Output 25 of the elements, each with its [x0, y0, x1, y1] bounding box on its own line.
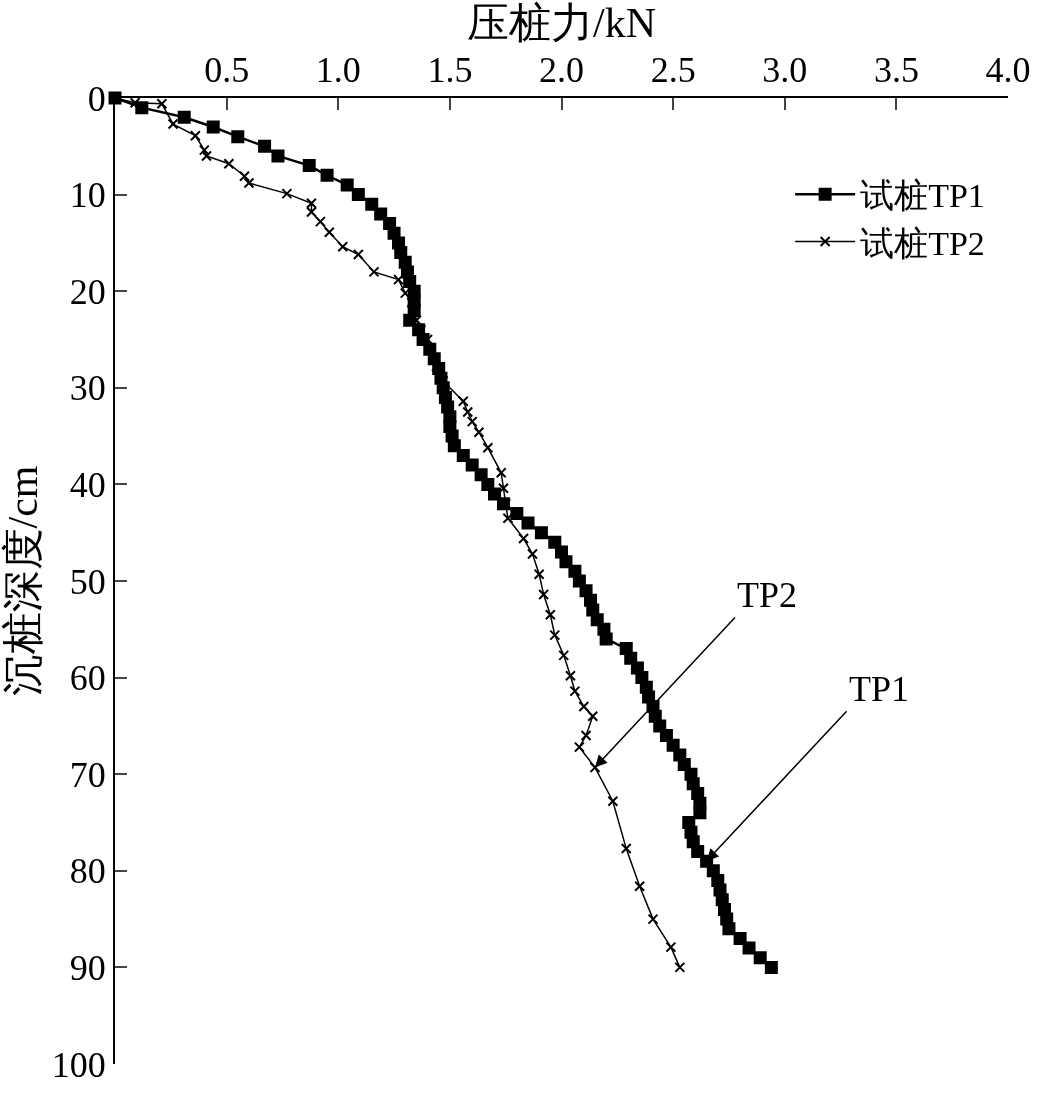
- y-axis-title: 沉桩深度/cm: [0, 465, 46, 697]
- x-tick-label: 1.5: [427, 49, 473, 90]
- y-tick-label: 40: [69, 465, 106, 505]
- y-tick-label: 80: [69, 851, 106, 892]
- x-tick-label: 4.0: [985, 49, 1031, 90]
- legend-label: 试桩TP1: [860, 177, 985, 215]
- y-tick-label: 50: [69, 561, 106, 602]
- y-tick-label: 0: [87, 78, 106, 119]
- y-tick-label: 20: [69, 271, 106, 312]
- y-tick-label: 60: [69, 658, 106, 699]
- x-tick-label: 2.0: [539, 49, 584, 90]
- annotation: TP1: [849, 669, 910, 709]
- x-tick-label: 1.0: [315, 49, 361, 90]
- x-tick-label: 3.0: [762, 49, 808, 90]
- x-axis-title: 压桩力/kN: [467, 0, 656, 46]
- y-tick-label: 70: [69, 754, 106, 795]
- y-tick-label: 90: [69, 948, 106, 988]
- x-tick-label: 3.5: [873, 49, 919, 90]
- annotation: TP2: [737, 575, 798, 615]
- y-tick-label: 30: [69, 368, 106, 409]
- y-tick-label: 100: [51, 1044, 106, 1085]
- legend-label: 试桩TP2: [860, 224, 985, 262]
- y-tick-label: 10: [69, 175, 106, 216]
- x-tick-label: 0.5: [204, 49, 250, 90]
- x-tick-label: 2.5: [650, 49, 696, 90]
